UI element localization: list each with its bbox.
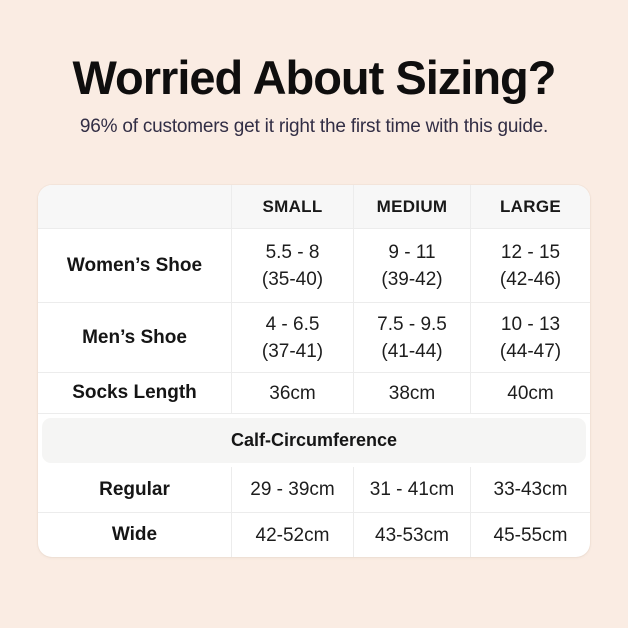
table-row-wide: Wide 42-52cm 43-53cm 45-55cm — [38, 512, 590, 557]
table-row-mens-shoe: Men’s Shoe 4 - 6.5 (37-41) 7.5 - 9.5 (41… — [38, 302, 590, 372]
womens-large-us: 12 - 15 — [500, 241, 561, 263]
header-cell-small: SMALL — [231, 185, 353, 228]
womens-medium-cell: 9 - 11 (39-42) — [353, 229, 470, 302]
wide-large-cell: 45-55cm — [470, 513, 590, 557]
row-label-mens-shoe: Men’s Shoe — [82, 326, 187, 348]
mens-large-us: 10 - 13 — [500, 313, 561, 335]
table-row-socks-length: Socks Length 36cm 38cm 40cm — [38, 372, 590, 413]
wide-small-cell: 42-52cm — [231, 513, 353, 557]
womens-small-us: 5.5 - 8 — [265, 241, 320, 263]
table-row-womens-shoe: Women’s Shoe 5.5 - 8 (35-40) 9 - 11 (39-… — [38, 228, 590, 302]
row-label-socks-length: Socks Length — [72, 382, 197, 403]
regular-small-cell: 29 - 39cm — [231, 467, 353, 512]
mens-medium-us: 7.5 - 9.5 — [377, 313, 447, 335]
regular-medium-cell: 31 - 41cm — [353, 467, 470, 512]
header-cell-medium: MEDIUM — [353, 185, 470, 228]
table-header-row: SMALL MEDIUM LARGE — [38, 185, 590, 228]
row-label-regular: Regular — [99, 478, 170, 500]
socks-large-cell: 40cm — [470, 373, 590, 413]
table-row-regular: Regular 29 - 39cm 31 - 41cm 33-43cm — [38, 467, 590, 512]
size-chart-card: SMALL MEDIUM LARGE Women’s Shoe 5.5 - 8 … — [38, 185, 590, 557]
socks-small-cell: 36cm — [231, 373, 353, 413]
womens-small-cell: 5.5 - 8 (35-40) — [231, 229, 353, 302]
section-header-calf-circumference: Calf-Circumference — [42, 418, 586, 463]
regular-large-cell: 33-43cm — [470, 467, 590, 512]
womens-medium-us: 9 - 11 — [388, 241, 436, 263]
mens-small-cell: 4 - 6.5 (37-41) — [231, 303, 353, 372]
mens-small-us: 4 - 6.5 — [265, 313, 320, 335]
mens-medium-eu: (41-44) — [381, 340, 443, 362]
section-band-row: Calf-Circumference — [38, 413, 590, 467]
row-label-womens-shoe: Women’s Shoe — [66, 254, 203, 276]
row-label-wide: Wide — [111, 524, 158, 545]
page-subtitle: 96% of customers get it right the first … — [79, 116, 549, 137]
mens-large-cell: 10 - 13 (44-47) — [470, 303, 590, 372]
page-title: Worried About Sizing? — [72, 51, 557, 104]
header-cell-large: LARGE — [470, 185, 590, 228]
mens-medium-cell: 7.5 - 9.5 (41-44) — [353, 303, 470, 372]
womens-medium-eu: (39-42) — [381, 268, 443, 290]
socks-medium-cell: 38cm — [353, 373, 470, 413]
womens-small-eu: (35-40) — [261, 268, 324, 290]
mens-large-eu: (44-47) — [499, 340, 562, 362]
wide-medium-cell: 43-53cm — [353, 513, 470, 557]
womens-large-eu: (42-46) — [499, 268, 562, 290]
header-cell-empty — [38, 185, 231, 228]
mens-small-eu: (37-41) — [261, 340, 324, 362]
womens-large-cell: 12 - 15 (42-46) — [470, 229, 590, 302]
